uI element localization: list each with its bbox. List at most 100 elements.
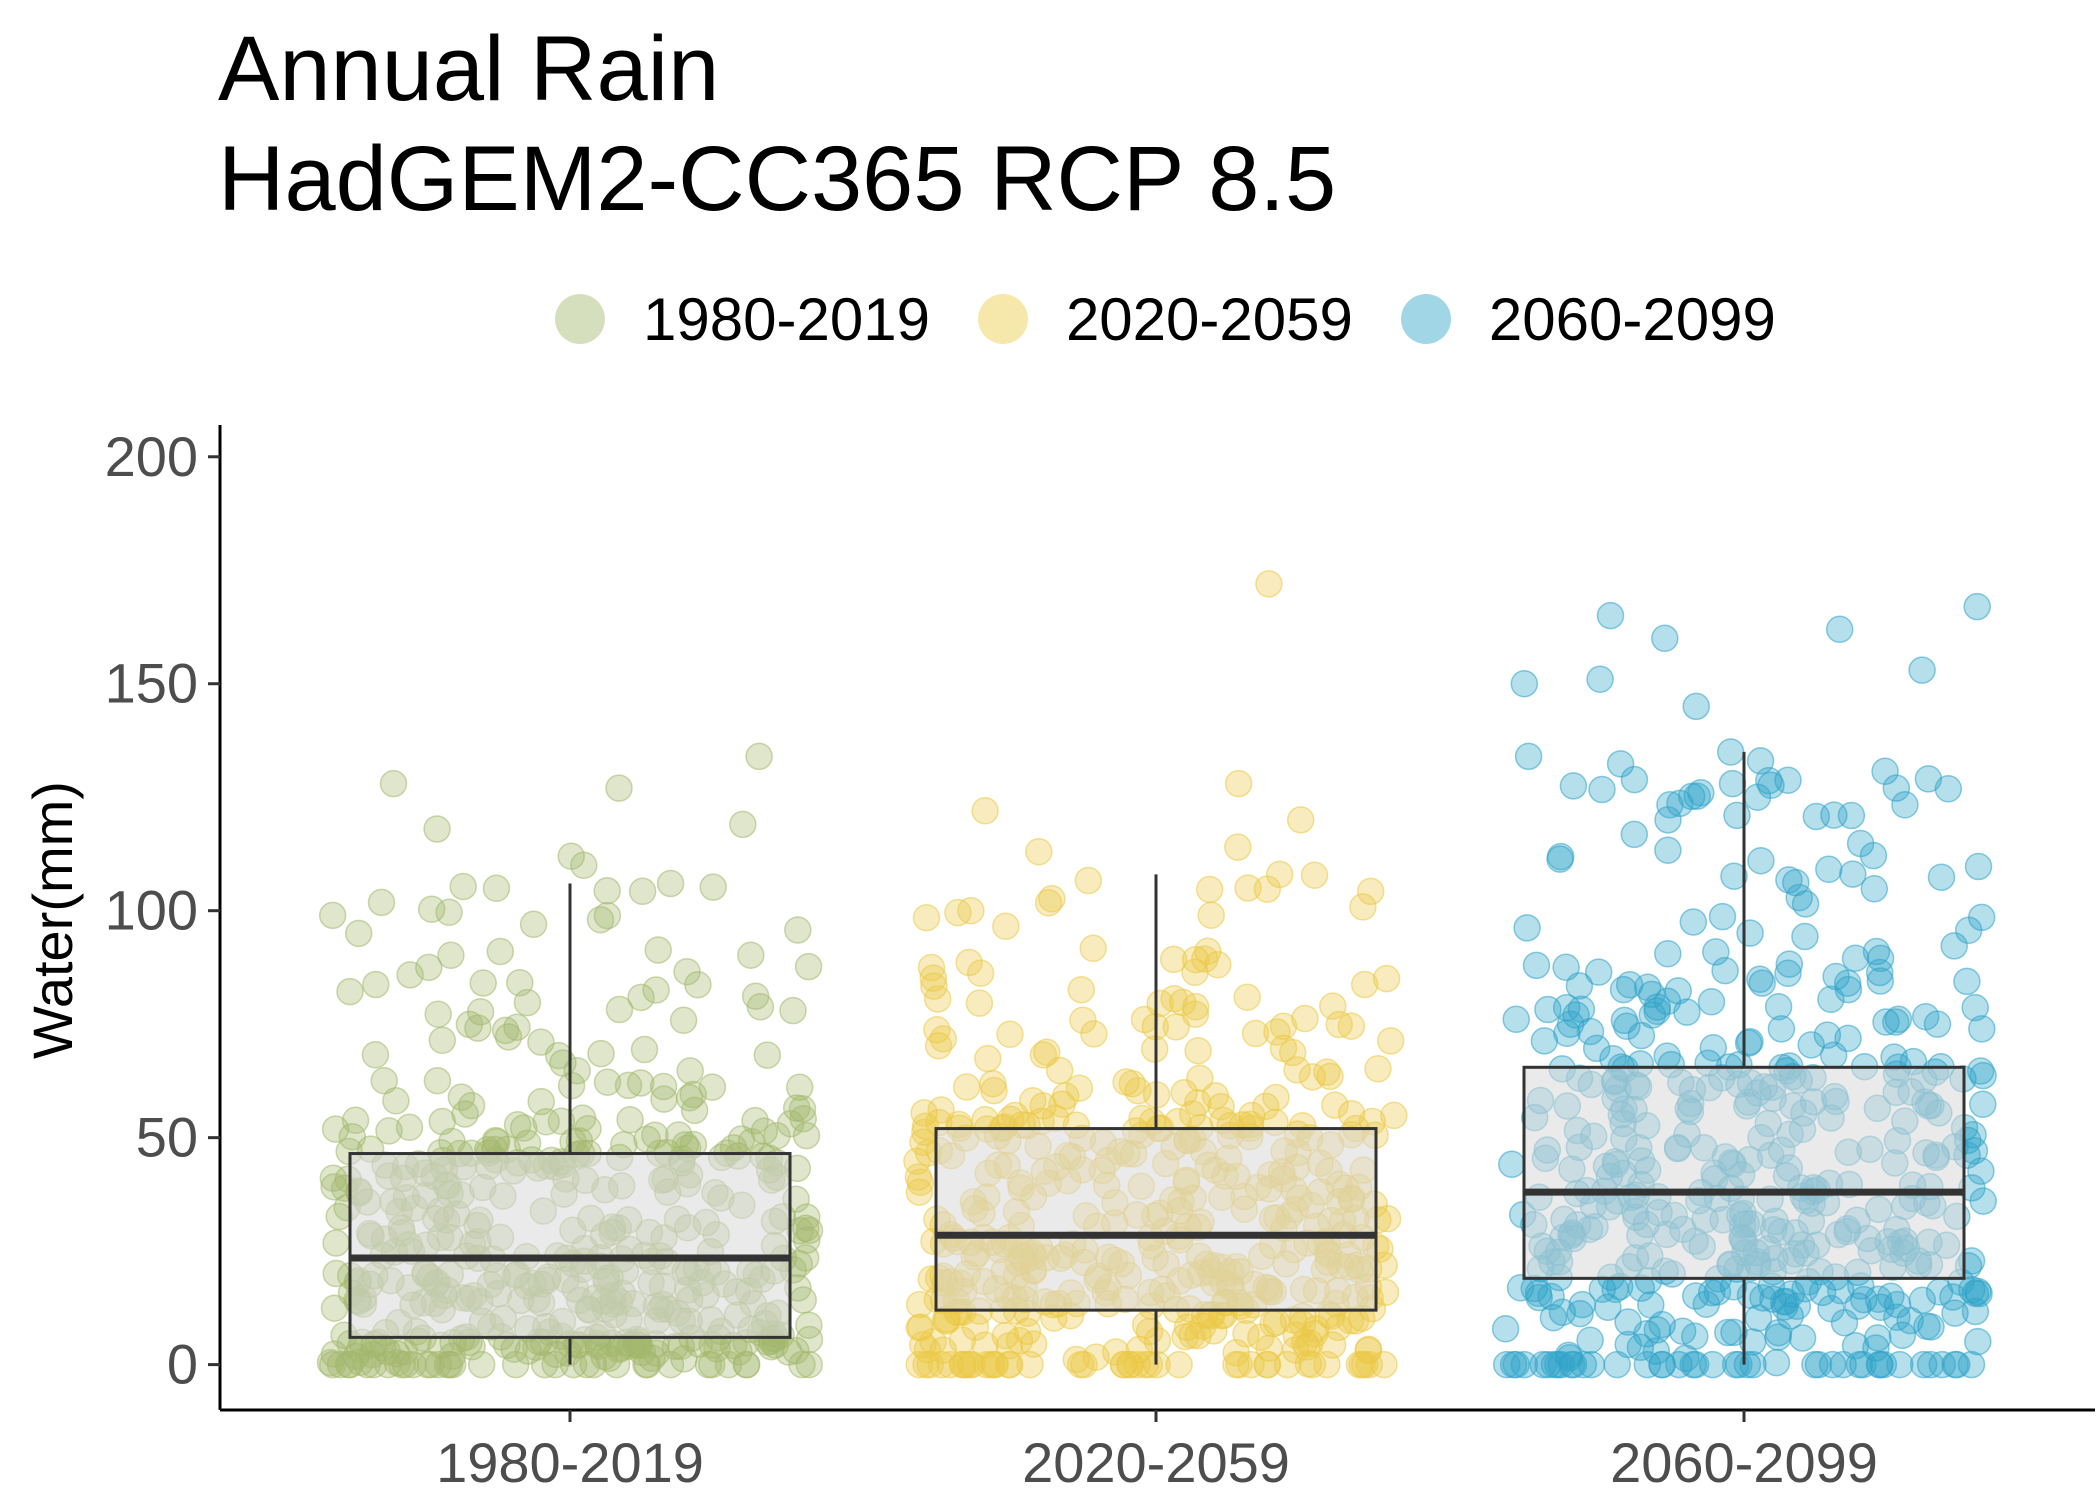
data-point <box>912 903 941 932</box>
data-point <box>957 896 985 925</box>
data-point <box>1146 989 1174 1018</box>
data-point <box>1186 1064 1214 1092</box>
data-point <box>1116 1350 1144 1379</box>
data-point <box>1273 1350 1302 1379</box>
data-point <box>698 1073 727 1101</box>
data-point <box>1224 769 1253 798</box>
data-point <box>547 1107 576 1136</box>
data-point <box>320 1173 348 1201</box>
data-point <box>1348 1350 1376 1379</box>
data-point <box>1067 975 1096 1004</box>
chart-title-line-1: Annual Rain <box>218 18 720 120</box>
data-point <box>1725 1350 1753 1379</box>
data-point <box>1734 1029 1763 1057</box>
data-point <box>795 1325 824 1354</box>
data-point <box>948 1326 977 1354</box>
data-point <box>785 1073 814 1102</box>
data-point <box>927 1350 956 1379</box>
data-point <box>1356 877 1385 906</box>
data-point <box>1797 1031 1825 1059</box>
legend-key-2020-2059 <box>977 294 1028 344</box>
data-point <box>972 1350 1001 1379</box>
data-point <box>1184 1036 1212 1065</box>
data-point <box>437 941 465 970</box>
data-point <box>486 937 515 966</box>
data-point <box>579 1350 608 1379</box>
data-point <box>1749 1284 1777 1312</box>
data-point <box>745 742 773 771</box>
data-point <box>1034 889 1063 917</box>
data-point <box>1184 1321 1212 1350</box>
data-point <box>316 1348 345 1377</box>
data-point <box>1642 1337 1671 1365</box>
data-point <box>1170 1078 1198 1107</box>
data-point <box>1850 1285 1878 1314</box>
data-point <box>1668 1317 1697 1345</box>
data-point <box>1241 1019 1270 1048</box>
data-point <box>1300 861 1329 889</box>
data-point <box>905 1313 934 1342</box>
data-point <box>1817 985 1845 1014</box>
box-2060-2099 <box>1522 751 1966 1365</box>
data-point <box>1860 875 1889 903</box>
data-point <box>527 1087 555 1116</box>
data-point <box>1319 992 1347 1020</box>
legend-item-2020-2059: 2020-2059 <box>977 285 1353 354</box>
data-point <box>1222 1338 1250 1367</box>
data-point <box>1045 1056 1074 1085</box>
data-point <box>1603 1350 1631 1379</box>
data-point <box>1553 1019 1581 1048</box>
data-point <box>1510 1350 1539 1379</box>
data-point <box>1588 1275 1617 1303</box>
data-point <box>1664 977 1692 1005</box>
data-point <box>1665 1350 1693 1379</box>
data-point <box>1016 1350 1044 1379</box>
data-point <box>1195 875 1224 904</box>
data-point <box>1291 1004 1319 1033</box>
data-point <box>1718 769 1747 798</box>
data-point <box>1957 1350 1986 1379</box>
data-point <box>1038 884 1066 913</box>
data-point <box>1746 965 1774 994</box>
data-point <box>1953 967 1981 996</box>
data-point <box>1633 1350 1662 1379</box>
data-point <box>336 977 364 1006</box>
data-point <box>318 901 347 930</box>
data-point <box>727 1125 756 1153</box>
data-point <box>1586 665 1614 693</box>
y-tick-label: 100 <box>105 879 198 942</box>
data-point <box>1255 570 1283 598</box>
data-point <box>958 1350 986 1379</box>
data-point <box>980 1076 1008 1105</box>
data-point <box>1849 1350 1877 1379</box>
data-point <box>344 919 373 948</box>
data-point <box>1888 1321 1917 1350</box>
data-point <box>628 877 657 906</box>
data-point <box>656 869 685 898</box>
data-point <box>920 972 948 1000</box>
data-point <box>763 1122 791 1150</box>
data-point <box>1566 1299 1594 1328</box>
data-point <box>793 1226 821 1254</box>
data-point <box>424 1000 452 1028</box>
data-point <box>626 1069 655 1097</box>
data-point <box>1620 765 1649 794</box>
data-point <box>1324 1313 1353 1342</box>
data-point <box>321 1115 350 1143</box>
data-point <box>1567 995 1596 1024</box>
data-point <box>1825 615 1854 644</box>
data-point <box>1265 860 1294 889</box>
data-point <box>1866 944 1895 973</box>
data-point <box>1620 820 1649 849</box>
data-point <box>1714 1318 1742 1347</box>
data-point <box>1262 1083 1290 1112</box>
data-point <box>1963 592 1991 621</box>
data-point <box>1074 866 1103 895</box>
data-point <box>467 1350 496 1379</box>
data-point <box>1633 1320 1661 1348</box>
data-point <box>1530 1027 1559 1055</box>
data-point <box>1321 1091 1349 1119</box>
data-point <box>1514 742 1543 771</box>
data-point <box>1337 1099 1366 1128</box>
y-axis-title: Water(mm) <box>21 781 84 1059</box>
